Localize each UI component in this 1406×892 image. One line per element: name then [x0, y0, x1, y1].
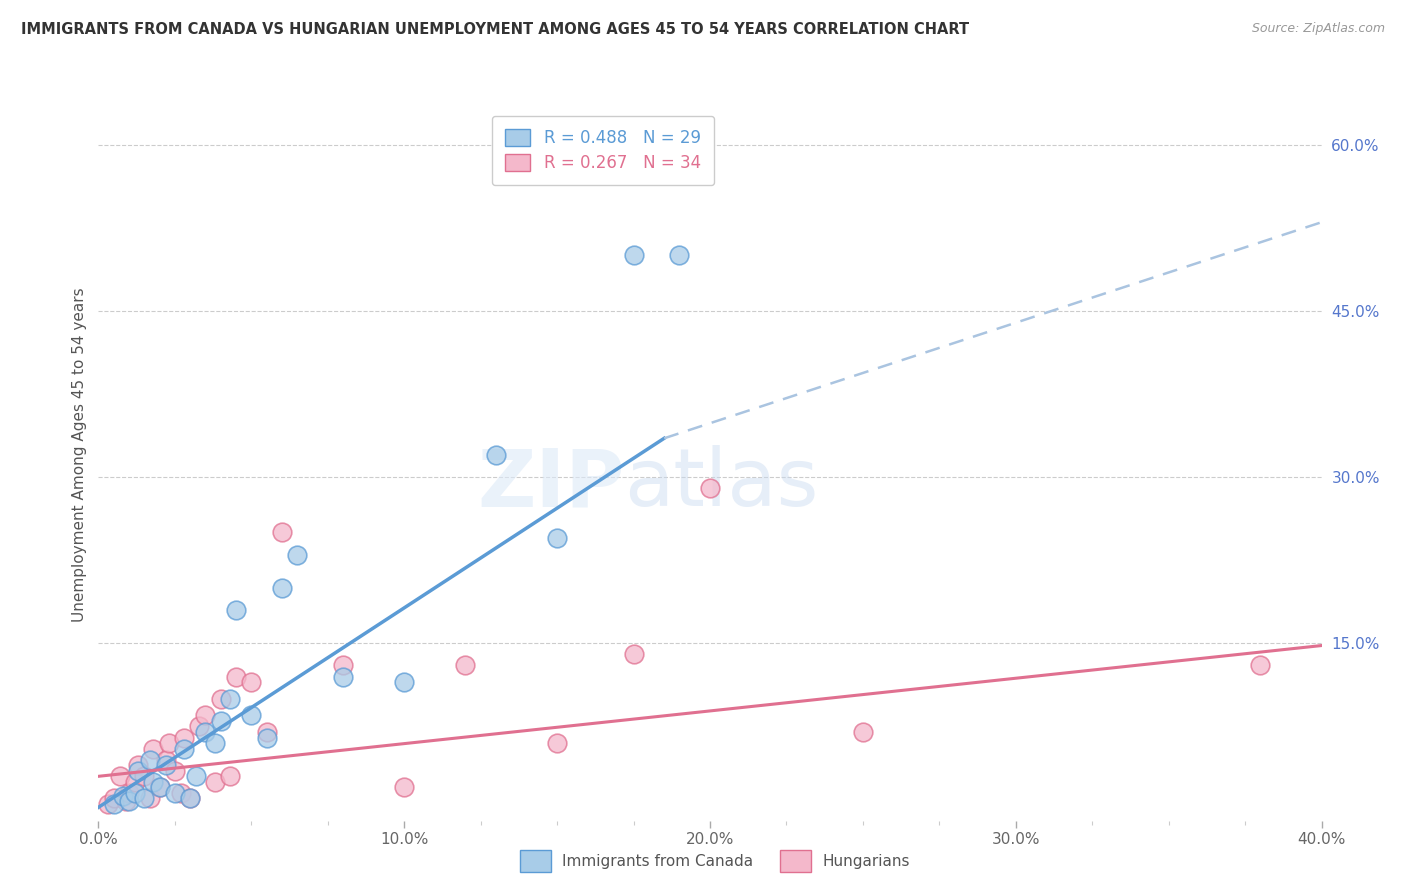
Point	[194, 725, 217, 739]
Point	[219, 691, 242, 706]
Point	[623, 648, 645, 662]
Point	[623, 248, 645, 262]
Point	[186, 769, 208, 783]
Point	[668, 248, 690, 262]
Point	[454, 658, 477, 673]
Point	[256, 731, 278, 745]
Point	[139, 753, 162, 767]
Point	[118, 786, 141, 800]
Point	[170, 786, 193, 800]
Point	[134, 769, 156, 783]
FancyBboxPatch shape	[780, 850, 811, 872]
Point	[103, 797, 125, 811]
Point	[209, 691, 232, 706]
Point	[699, 481, 721, 495]
Point	[142, 775, 165, 789]
Point	[179, 791, 201, 805]
Point	[204, 736, 226, 750]
Point	[115, 794, 138, 808]
Point	[163, 786, 186, 800]
Point	[852, 725, 875, 739]
Point	[270, 525, 292, 540]
Point	[546, 531, 568, 545]
FancyBboxPatch shape	[520, 850, 551, 872]
Point	[149, 780, 172, 795]
Point	[155, 758, 177, 772]
Point	[225, 669, 247, 683]
Point	[142, 741, 165, 756]
Point	[194, 708, 217, 723]
Text: ZIP: ZIP	[477, 445, 624, 524]
Point	[270, 581, 292, 595]
Point	[332, 658, 354, 673]
Point	[173, 731, 195, 745]
Point	[285, 548, 308, 562]
Point	[209, 714, 232, 728]
Point	[332, 669, 354, 683]
Point	[179, 791, 201, 805]
Point	[134, 791, 156, 805]
Text: Source: ZipAtlas.com: Source: ZipAtlas.com	[1251, 22, 1385, 36]
Point	[392, 675, 416, 690]
Point	[149, 780, 172, 795]
Point	[139, 791, 162, 805]
Point	[155, 753, 177, 767]
Point	[97, 797, 120, 811]
Point	[111, 789, 134, 804]
Point	[127, 764, 149, 778]
Text: IMMIGRANTS FROM CANADA VS HUNGARIAN UNEMPLOYMENT AMONG AGES 45 TO 54 YEARS CORRE: IMMIGRANTS FROM CANADA VS HUNGARIAN UNEM…	[21, 22, 969, 37]
Point	[240, 708, 263, 723]
Point	[163, 764, 186, 778]
Point	[225, 603, 247, 617]
Point	[392, 780, 416, 795]
Point	[173, 741, 195, 756]
Point	[256, 725, 278, 739]
Legend: R = 0.488   N = 29, R = 0.267   N = 34: R = 0.488 N = 29, R = 0.267 N = 34	[492, 116, 714, 186]
Point	[108, 769, 131, 783]
Point	[124, 775, 146, 789]
Point	[240, 675, 263, 690]
Point	[127, 758, 149, 772]
Text: atlas: atlas	[624, 445, 818, 524]
Point	[124, 786, 146, 800]
Point	[485, 448, 508, 462]
Y-axis label: Unemployment Among Ages 45 to 54 years: Unemployment Among Ages 45 to 54 years	[72, 287, 87, 623]
Point	[219, 769, 242, 783]
Text: Hungarians: Hungarians	[823, 854, 910, 869]
Point	[188, 719, 211, 733]
Point	[118, 794, 141, 808]
Text: Immigrants from Canada: Immigrants from Canada	[562, 854, 754, 869]
Point	[1249, 658, 1271, 673]
Point	[546, 736, 568, 750]
Point	[157, 736, 180, 750]
Point	[103, 791, 125, 805]
Point	[204, 775, 226, 789]
